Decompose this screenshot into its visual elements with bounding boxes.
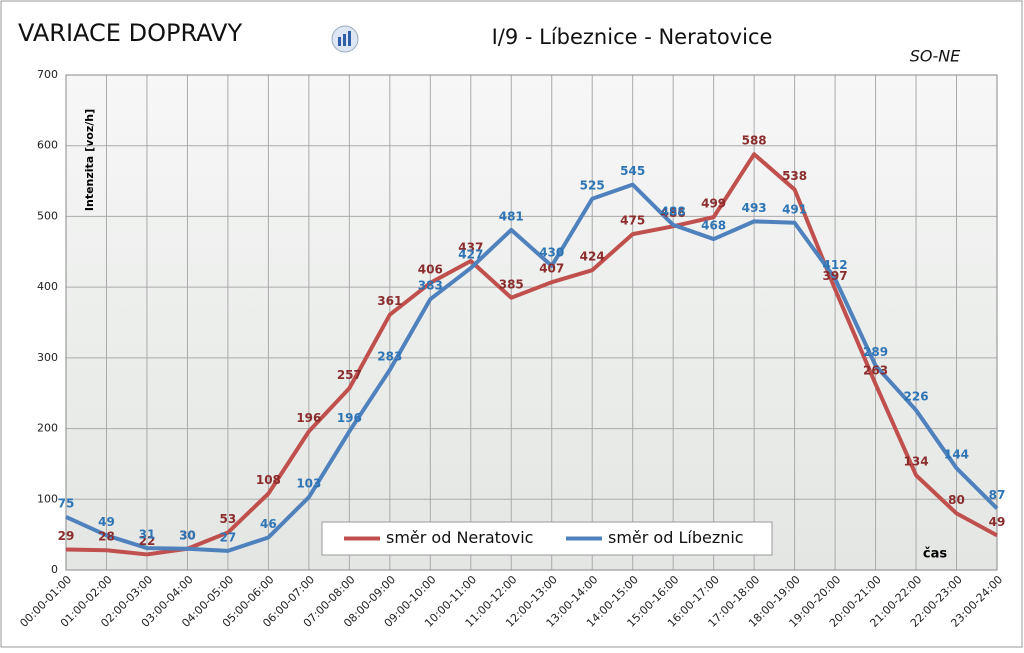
- data-label: 75: [58, 496, 75, 510]
- data-label: 468: [701, 219, 726, 233]
- legend-label: směr od Líbeznic: [608, 528, 744, 547]
- x-axis-title: čas: [923, 547, 947, 562]
- annotation: SO-NE: [910, 47, 961, 66]
- series-line: [65, 182, 999, 553]
- data-label: 412: [823, 258, 848, 272]
- data-label: 424: [580, 250, 605, 264]
- data-label: 28: [98, 530, 115, 544]
- plot-area: [66, 75, 997, 570]
- data-label: 499: [701, 197, 726, 211]
- y-tick-label: 0: [51, 563, 58, 576]
- y-tick-label: 500: [37, 209, 58, 222]
- data-label: 283: [377, 349, 402, 363]
- data-label: 108: [256, 473, 281, 487]
- data-label: 144: [944, 448, 969, 462]
- data-label: 488: [661, 204, 686, 218]
- data-label: 30: [179, 528, 196, 542]
- y-tick-label: 100: [37, 492, 58, 505]
- y-tick-label: 700: [37, 68, 58, 81]
- data-label: 257: [337, 368, 362, 382]
- data-label: 397: [823, 269, 848, 283]
- data-label: 46: [260, 517, 277, 531]
- data-label: 545: [620, 164, 645, 178]
- data-label: 22: [139, 534, 156, 548]
- icon-bar: [338, 37, 341, 46]
- y-tick-label: 300: [37, 351, 58, 364]
- series-line: [65, 152, 998, 557]
- data-label: 134: [904, 455, 929, 469]
- data-label: 481: [499, 209, 524, 223]
- y-tick-label: 400: [37, 280, 58, 293]
- icon-bar: [343, 34, 346, 46]
- data-label: 493: [742, 201, 767, 215]
- chart-title: VARIACE DOPRAVY: [18, 19, 242, 47]
- data-label: 491: [782, 202, 807, 216]
- data-label: 263: [863, 364, 888, 378]
- data-label: 407: [539, 262, 564, 276]
- data-label: 30: [179, 528, 196, 542]
- data-label: 475: [620, 214, 645, 228]
- data-label: 49: [989, 515, 1006, 529]
- data-label: 103: [296, 477, 321, 491]
- data-label: 87: [989, 488, 1006, 502]
- data-label: 80: [948, 493, 965, 507]
- data-label: 226: [904, 390, 929, 404]
- data-label: 31: [139, 528, 156, 542]
- legend-box: [321, 521, 773, 556]
- data-label: 383: [418, 279, 443, 293]
- data-label: 406: [418, 262, 443, 276]
- data-label: 430: [539, 245, 564, 259]
- data-label: 289: [863, 345, 888, 359]
- y-tick-label: 600: [37, 139, 58, 152]
- data-label: 29: [58, 529, 75, 543]
- data-label: 486: [661, 206, 686, 220]
- data-label: 27: [220, 530, 237, 544]
- legend-label: směr od Neratovic: [386, 528, 533, 547]
- chart-subtitle: I/9 - Líbeznice - Neratovice: [492, 25, 773, 49]
- data-label: 588: [742, 134, 767, 148]
- icon-bar: [348, 31, 351, 46]
- y-axis-title: Intenzita [voz/h]: [83, 109, 96, 211]
- data-label: 525: [580, 178, 605, 192]
- plot: 010020030040050060070000:00-01:0001:00-0…: [17, 68, 1005, 630]
- data-label: 427: [458, 248, 483, 262]
- data-label: 196: [337, 411, 362, 425]
- data-label: 49: [98, 515, 115, 529]
- axis-box: [65, 74, 998, 571]
- data-label: 538: [782, 169, 807, 183]
- data-label: 361: [377, 294, 402, 308]
- data-label: 385: [499, 277, 524, 291]
- data-label: 196: [296, 411, 321, 425]
- data-label: 53: [220, 512, 237, 526]
- y-tick-label: 200: [37, 422, 58, 435]
- data-label: 437: [458, 240, 483, 254]
